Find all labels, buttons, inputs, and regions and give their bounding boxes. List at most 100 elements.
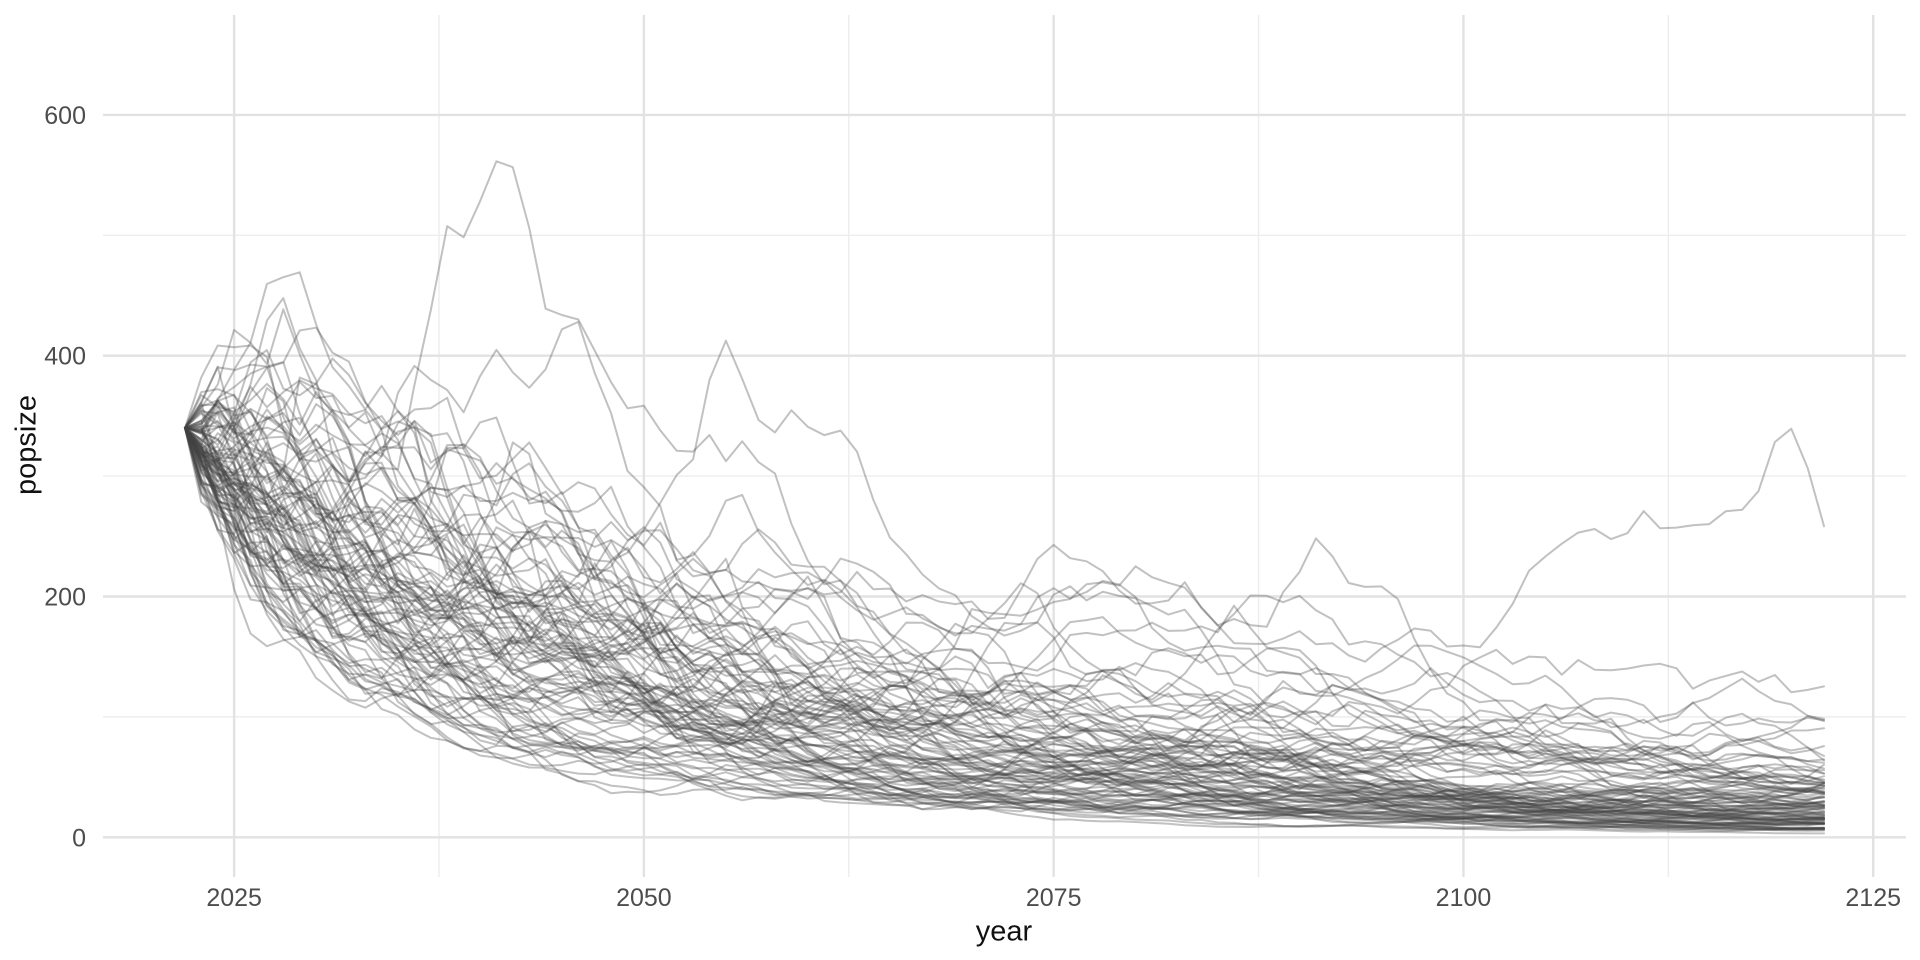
trajectory-line [184, 420, 1825, 786]
trajectory-line [184, 426, 1825, 821]
trajectory-line [184, 426, 1825, 805]
y-axis-tick-label: 600 [44, 102, 86, 130]
x-axis-tick-label: 2025 [206, 884, 262, 912]
trajectory-line [184, 402, 1825, 826]
trajectory-line [184, 426, 1825, 826]
trajectory-line [184, 425, 1825, 827]
trajectory-line [184, 426, 1825, 747]
trajectory-line [184, 426, 1825, 823]
trajectory-line [184, 388, 1825, 809]
trajectory-line [184, 426, 1825, 770]
trajectory-line [184, 297, 1825, 809]
trajectory-line [184, 426, 1825, 831]
trajectory-line [184, 426, 1825, 794]
trajectory-line [184, 426, 1825, 772]
trajectory-line [184, 426, 1825, 781]
trajectory-line [184, 403, 1825, 813]
trajectory-line [184, 379, 1825, 807]
trajectory-line [184, 407, 1825, 823]
trajectory-line [184, 426, 1825, 825]
trajectory-line [184, 426, 1825, 807]
trajectory-line [184, 426, 1825, 742]
trajectory-line [184, 426, 1825, 822]
trajectory-line [184, 365, 1825, 782]
trajectory-line [184, 426, 1825, 825]
trajectory-line [184, 426, 1825, 819]
trajectory-line [184, 426, 1825, 831]
trajectory-line [184, 426, 1825, 765]
trajectory-line [184, 426, 1825, 811]
trajectory-line [184, 424, 1825, 832]
trajectory-line [184, 426, 1825, 815]
trajectory-line [184, 426, 1825, 825]
trajectory-line [184, 426, 1825, 826]
trajectory-line [184, 426, 1825, 748]
trajectory-line [184, 402, 1825, 818]
trajectory-line [184, 416, 1825, 814]
trajectory-line [184, 393, 1825, 835]
y-axis-tick-label: 0 [72, 824, 86, 852]
trajectory-line [184, 426, 1825, 790]
trajectory-line [184, 426, 1825, 805]
trajectory-line [184, 376, 1825, 825]
trajectory-line [184, 412, 1825, 805]
trajectory-line [184, 406, 1825, 752]
x-axis-tick-label: 2050 [616, 884, 672, 912]
trajectory-line [184, 380, 1825, 830]
trajectory-line [184, 426, 1825, 816]
trajectory-line [184, 426, 1825, 821]
trajectory-line [184, 426, 1825, 791]
trajectory-line [184, 426, 1825, 796]
trajectory-line [184, 426, 1825, 825]
trajectory-line [184, 426, 1825, 809]
trajectory-line [184, 426, 1825, 827]
trajectory-line [184, 426, 1825, 817]
x-axis-tick-label: 2100 [1436, 884, 1492, 912]
trajectory-line [184, 426, 1825, 818]
trajectory-line [184, 426, 1825, 810]
trajectory-line [184, 426, 1825, 781]
trajectory-line [184, 426, 1825, 811]
trajectory-line [184, 426, 1825, 833]
x-axis-title: year [975, 915, 1033, 948]
trajectory-line [184, 426, 1825, 818]
trajectory-line [184, 399, 1825, 787]
trajectory-line [184, 426, 1825, 822]
trajectory-line [184, 409, 1825, 807]
trajectory-line [184, 426, 1825, 805]
trajectory-line [184, 308, 1825, 813]
trajectory-line [184, 426, 1825, 819]
trajectory-line [184, 344, 1825, 687]
trajectory-line [184, 387, 1825, 831]
trajectory-line [184, 426, 1825, 817]
trajectory-line [184, 410, 1825, 795]
trajectory-line [184, 408, 1825, 826]
trajectory-line [184, 426, 1825, 831]
trajectory-line [184, 426, 1825, 762]
trajectory-line [184, 426, 1825, 815]
trajectory-line [184, 426, 1825, 816]
trajectory-line [184, 320, 1825, 761]
trajectory-line [184, 160, 1825, 787]
trajectory-line [184, 426, 1825, 830]
trajectory-line [184, 326, 1825, 830]
trajectory-line [184, 271, 1825, 812]
trajectory-line [184, 382, 1825, 784]
y-axis-tick-label: 200 [44, 583, 86, 611]
trajectory-line [184, 426, 1825, 830]
trajectory-line [184, 426, 1825, 823]
trajectory-line [184, 365, 1825, 820]
trajectory-line [184, 426, 1825, 775]
trajectory-line [184, 426, 1825, 830]
trajectory-line [184, 426, 1825, 790]
y-axis-title: popsize [10, 395, 43, 495]
trajectory-line [184, 339, 1825, 766]
trajectory-line [184, 426, 1825, 793]
trajectory-line [184, 426, 1825, 815]
x-axis-tick-label: 2125 [1845, 884, 1901, 912]
trajectory-line [184, 403, 1825, 785]
trajectory-line [184, 426, 1825, 825]
trajectory-line [184, 409, 1825, 819]
